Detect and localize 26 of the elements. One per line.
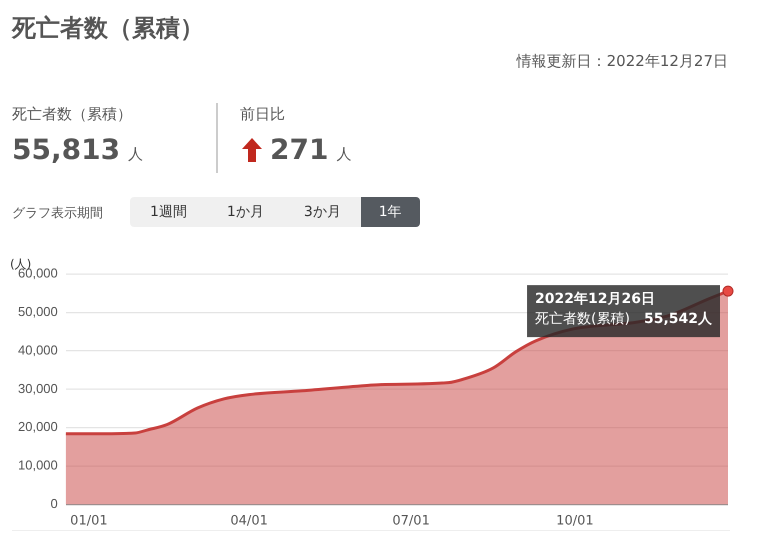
y-tick-label: 30,000 bbox=[18, 380, 58, 396]
x-tick-label: 07/01 bbox=[392, 513, 430, 528]
y-tick-label: 50,000 bbox=[18, 304, 58, 319]
text: 1か月 bbox=[206, 197, 284, 227]
text: 1年 bbox=[360, 197, 420, 227]
series-label: 死亡者数(累積) bbox=[535, 310, 630, 327]
x-tick-label: 01/01 bbox=[70, 513, 108, 528]
x-tick-label: 10/01 bbox=[556, 513, 594, 528]
x-tick-label: 04/01 bbox=[230, 513, 268, 528]
annotation: 2022年12月26日 bbox=[535, 290, 655, 307]
y-tick-label: 20,000 bbox=[18, 419, 58, 434]
text: 3か月 bbox=[284, 197, 361, 227]
data-label: 55,542人 bbox=[644, 310, 713, 327]
text: 271 bbox=[270, 133, 328, 166]
y-tick-label: 10,000 bbox=[18, 458, 58, 473]
text: 前日比 bbox=[240, 105, 285, 124]
text: 1週間 bbox=[130, 197, 207, 227]
y-tick-label: 0 bbox=[50, 496, 58, 511]
text: 55,813 bbox=[12, 133, 120, 166]
y-tick-label: 40,000 bbox=[18, 342, 58, 358]
chart-subtitle: 情報更新日：2022年12月27日 bbox=[516, 52, 728, 71]
text: 死亡者数（累積） bbox=[12, 105, 132, 124]
text: 人 bbox=[128, 145, 144, 164]
text: 人 bbox=[336, 145, 352, 164]
chart-title: 死亡者数（累積） bbox=[12, 13, 204, 44]
text: グラフ表示期間 bbox=[12, 205, 103, 222]
